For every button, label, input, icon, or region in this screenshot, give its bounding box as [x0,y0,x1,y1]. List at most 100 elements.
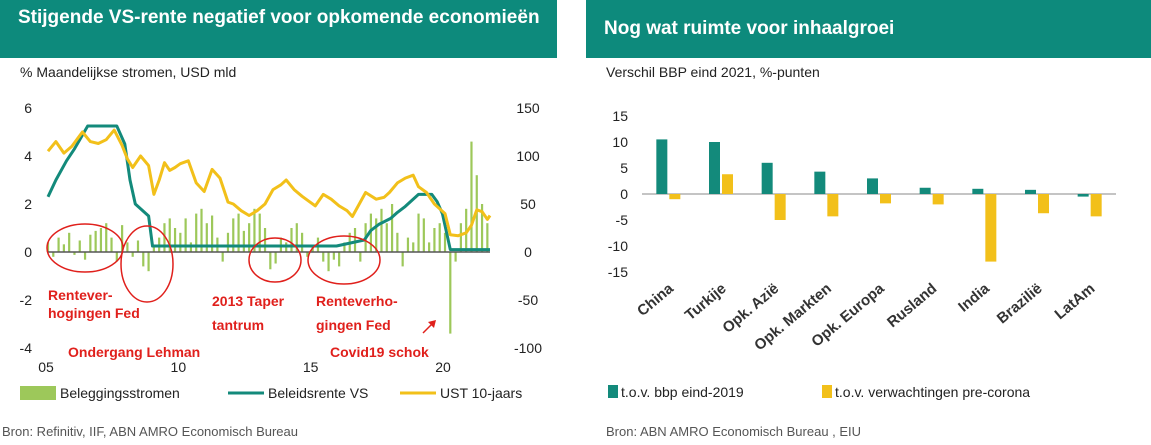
bar-bbp [656,139,668,194]
right-y-tick-label: 150 [516,100,540,116]
flows-bar [173,228,177,252]
bar-precorona [985,194,997,262]
flows-bar [121,225,124,252]
flows-bar [353,228,357,252]
right-chart-title: Nog wat ruimte voor inhaalgroei [586,0,1151,58]
flows-bar [433,228,436,252]
flows-bar [168,218,171,252]
flows-bar [115,252,118,262]
y-tick-label: 0 [620,186,628,202]
flows-bar [343,242,346,252]
flows-bar [210,215,214,252]
flows-bar [232,218,235,252]
flows-bar [412,242,415,252]
flows-bar [258,213,261,252]
legend-label-ust: UST 10-jaars [440,385,522,401]
flows-bar [205,223,208,252]
flows-bar [89,234,92,252]
flows-bar [73,252,76,255]
bar-bbp [761,162,773,194]
category-label: Rusland [884,280,940,331]
flows-bar [269,252,272,270]
legend-swatch-flows [20,386,56,400]
flows-bar [83,252,87,260]
flows-bar [380,208,383,252]
flows-bar [375,218,378,252]
bar-precorona [1038,194,1049,214]
flows-bar [221,252,224,262]
x-tick-label: 15 [303,359,319,375]
flows-bar [147,252,150,272]
flows-bar [226,232,230,252]
flows-bar [94,230,97,252]
flows-bar [332,252,335,260]
flows-bar [126,242,129,252]
right-y-tick-label: 100 [516,148,540,164]
flows-bar [438,223,441,252]
annotation-text: Covid19 schok [330,344,429,360]
flows-bar [62,244,65,252]
flows-bar [163,223,166,252]
flows-bar [248,223,251,252]
flows-bar [195,213,198,252]
flows-bar [417,213,420,252]
x-tick-label: 10 [171,359,187,375]
right-chart-source: Bron: ABN AMRO Economisch Bureau , EIU [606,424,862,439]
legend-label-flows: Beleggingsstromen [60,385,180,401]
bar-bbp [709,142,720,194]
flows-bar [179,232,182,252]
bar-precorona [932,194,944,205]
flows-bar [110,237,113,252]
flows-bar [406,237,410,252]
y-tick-label: -10 [608,238,628,254]
flows-bar [480,204,484,252]
legend-label-precorona: t.o.v. verwachtingen pre-corona [835,384,1030,400]
annotation-ellipse [120,225,174,303]
flows-bar [105,223,108,252]
category-label: Turkije [682,280,730,324]
flows-bar [52,252,55,257]
legend-swatch-precorona [822,385,832,398]
left-y-tick-label: 0 [24,244,32,260]
flows-bar [131,252,134,257]
flows-bar [422,218,425,252]
flows-bar [385,223,388,252]
left-chart-plot: -4 -2 0 2 4 6 -100 -50 0 50 100 150 05 10 15 20 Rentever… [20,100,543,401]
flows-bar [322,252,325,262]
category-label: Brazilië [994,280,1046,327]
flows-bar [274,252,277,264]
flows-bar [99,228,103,252]
flows-bar [486,223,489,252]
flows-bar [242,230,245,252]
category-label: China [634,280,677,320]
right-chart-panel: Nog wat ruimte voor inhaalgroei Verschil… [586,0,1151,445]
flows-bar [428,242,431,252]
flows-bar [311,247,314,252]
bar-bbp [972,188,984,194]
flows-bar [470,141,473,252]
flows-bar [396,232,399,252]
y-tick-label: -15 [608,264,628,280]
legend-label-policy-rate: Beleidsrente VS [268,385,368,401]
annotation-text: Renteverho- [316,293,398,309]
bar-precorona [827,194,839,217]
annotation-text: 2013 Taper [212,293,285,309]
ust-10y-line [46,128,492,238]
right-y-tick-label: 50 [520,196,536,212]
x-tick-label: 20 [435,359,451,375]
left-chart-title: Stijgende VS-rente negatief voor opkomen… [0,0,557,58]
left-chart-panel: Stijgende VS-rente negatief voor opkomen… [0,0,557,445]
legend-label-bbp: t.o.v. bbp eind-2019 [621,384,744,400]
right-chart-subtitle: Verschil BBP eind 2021, %-punten [606,64,820,80]
flows-bar [142,252,145,267]
left-y-tick-label: 2 [24,196,32,212]
right-y-tick-label: 0 [524,244,532,260]
flows-bar [338,252,341,267]
flows-bar [454,252,457,262]
category-label: India [955,280,993,316]
x-tick-label: 05 [38,359,54,375]
bar-precorona [774,194,786,220]
flows-bar [237,213,240,252]
left-chart-subtitle: % Maandelijkse stromen, USD mld [20,64,237,80]
bar-bbp [1077,194,1089,197]
